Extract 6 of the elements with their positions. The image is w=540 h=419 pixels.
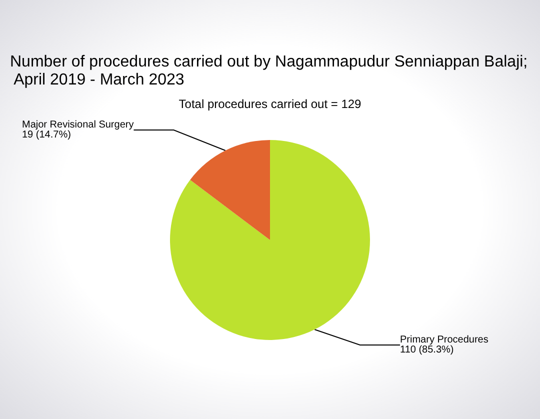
chart-subtitle: Total procedures carried out = 129: [178, 97, 362, 111]
slice-label: Major Revisional Surgery: [22, 120, 134, 130]
chart-title: Number of procedures carried out by Nagammapudur Senniappan Balaji; April 2019 - March 2023: [10, 54, 528, 88]
data-label: 110 (85.3%): [400, 344, 454, 356]
data-label: 19 (14.7%): [22, 130, 71, 140]
slice-label: Primary Procedures: [400, 334, 488, 346]
